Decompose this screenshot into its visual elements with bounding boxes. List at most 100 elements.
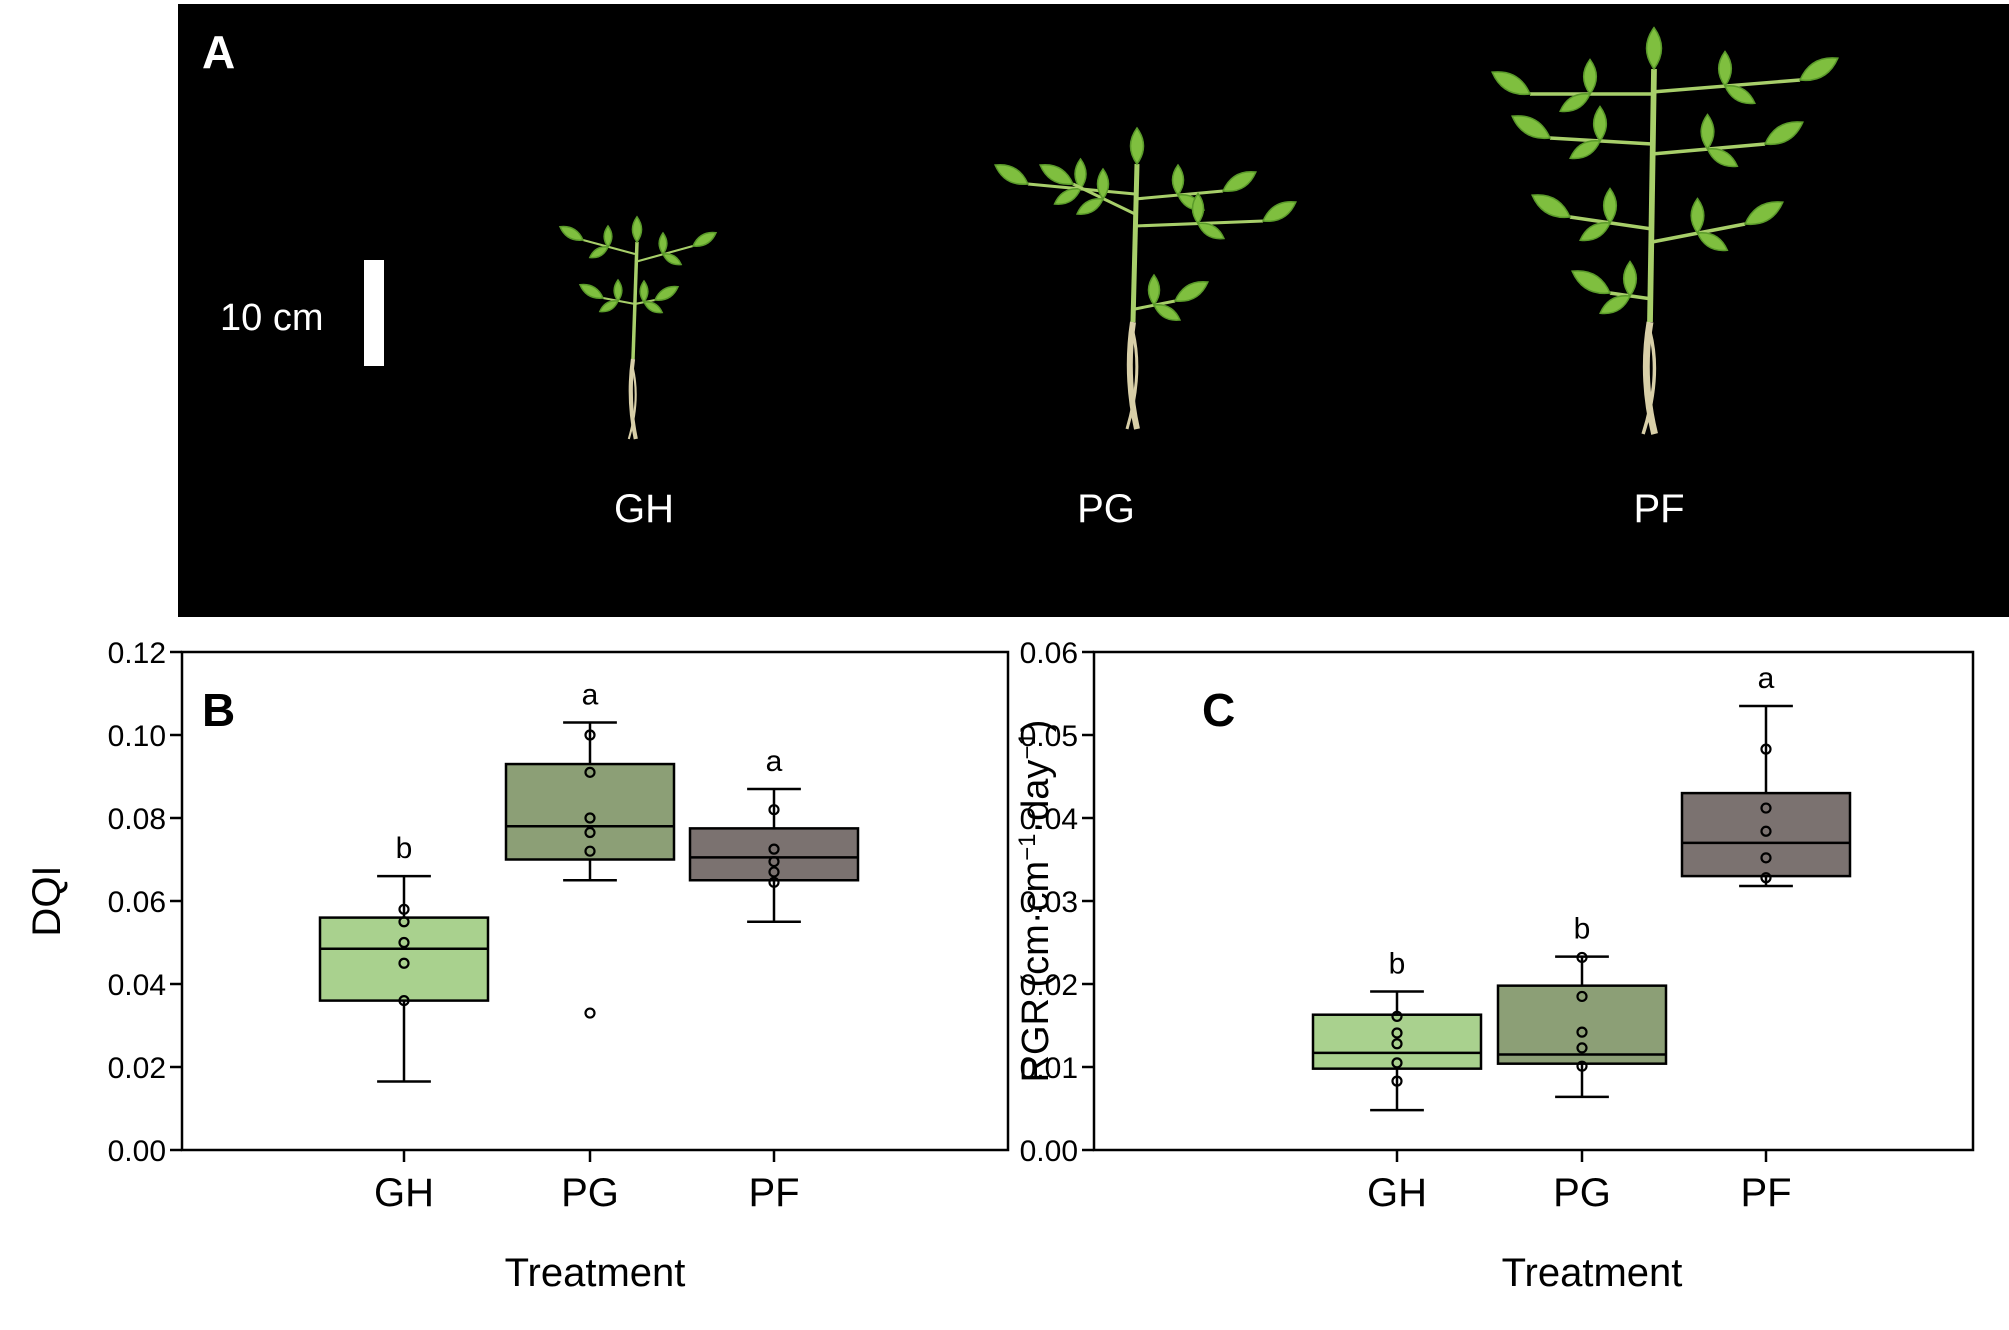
rgr-boxplot-svg: 0.00 0.01 0.02 0.03 0.04 0.05 0.06 GH PG PF b b a C…	[1014, 640, 1975, 1295]
root-shape	[1125, 331, 1139, 430]
rgr-boxplot: 0.00 0.01 0.02 0.03 0.04 0.05 0.06 GH PG PF b b a C…	[1000, 640, 2009, 1330]
box-iqr	[504, 762, 676, 861]
data-point	[1760, 743, 1772, 755]
scale-bar-label: 10 cm	[220, 297, 323, 339]
branch-shape	[1549, 136, 1653, 146]
y-tick-label: 0.06	[108, 886, 166, 919]
root-shape	[628, 358, 638, 440]
root-shape	[1642, 321, 1658, 435]
y-tick-label: 0.06	[1020, 640, 1078, 670]
y-tick-label: 0.05	[1020, 720, 1078, 753]
stem-shape	[1130, 163, 1140, 323]
y-axis-label: DQI	[25, 865, 69, 936]
leaf-shape	[1173, 280, 1210, 303]
leaf-shape	[1700, 113, 1715, 151]
leaf-shape	[1763, 121, 1804, 146]
x-axis-label: Treatment	[1502, 1251, 1683, 1295]
box-pf: a	[1680, 662, 1852, 888]
leaf-shape	[1096, 167, 1110, 201]
data-point	[398, 957, 410, 969]
box-gh: b	[318, 832, 490, 1083]
data-point	[768, 876, 780, 888]
panel-label-c: C	[1202, 684, 1235, 736]
significance-letter: a	[766, 745, 783, 778]
data-point	[768, 804, 780, 816]
leaf-shape	[1622, 260, 1638, 298]
data-point	[1760, 872, 1772, 884]
data-point	[1576, 951, 1588, 964]
data-point	[1760, 825, 1772, 837]
plant-label-gh: GH	[614, 487, 674, 531]
plant-pf	[1491, 26, 1839, 435]
leaf-shape	[653, 285, 680, 301]
leaf-shape	[1171, 163, 1185, 197]
box-iqr	[1311, 1013, 1483, 1070]
data-point	[1391, 1038, 1403, 1050]
leaf-shape	[1569, 140, 1602, 160]
significance-letter: a	[1758, 662, 1775, 695]
data-point	[768, 843, 780, 855]
plant-label-pf: PF	[1633, 487, 1684, 531]
branch-shape	[582, 238, 636, 256]
data-point	[584, 826, 596, 839]
leaf-shape	[691, 231, 718, 247]
leaf-shape	[661, 253, 683, 266]
y-tick-label: 0.08	[108, 803, 166, 836]
outlier-point	[584, 1007, 596, 1019]
leaf-shape	[1602, 187, 1618, 225]
leaf-shape	[1261, 200, 1298, 223]
leaf-shape	[1592, 105, 1608, 143]
box-pg: a	[504, 679, 676, 1019]
leaf-shape	[658, 231, 668, 256]
leaf-shape	[1706, 148, 1739, 168]
plant-photo: A 10 cm GH PG PF	[202, 26, 1839, 531]
box-pf: a	[688, 745, 860, 923]
leaf-shape	[558, 225, 585, 241]
data-point	[768, 866, 780, 878]
data-point	[1576, 1042, 1588, 1054]
leaf-shape	[1696, 232, 1729, 252]
y-tick-label: 0.02	[1020, 969, 1078, 1002]
data-point	[398, 936, 410, 949]
leaf-shape	[1599, 295, 1632, 315]
leaf-shape	[1191, 192, 1205, 225]
leaf-shape	[1129, 126, 1145, 166]
leaf-shape	[1074, 157, 1087, 191]
leaf-shape	[1582, 58, 1598, 96]
y-tick-label: 0.04	[108, 969, 166, 1002]
leaf-shape	[642, 301, 664, 314]
leaf-shape	[1511, 115, 1552, 140]
branch-shape	[1072, 182, 1136, 216]
x-axis-label: Treatment	[505, 1251, 686, 1295]
data-point	[398, 916, 410, 928]
plant-label-pg: PG	[1077, 487, 1135, 531]
significance-letter: a	[582, 679, 599, 712]
data-point	[398, 903, 410, 915]
data-point	[398, 995, 410, 1007]
data-point	[584, 729, 596, 741]
leaf-shape	[1147, 273, 1161, 307]
data-point	[1760, 852, 1772, 864]
box-iqr	[1496, 984, 1668, 1065]
leaf-shape	[1571, 270, 1612, 295]
leaf-shape	[613, 278, 623, 303]
scale-bar	[364, 260, 384, 366]
data-point	[584, 812, 596, 824]
box-gh: b	[1311, 947, 1483, 1112]
leaf-shape	[1531, 194, 1572, 219]
x-tick-label: PF	[1740, 1171, 1791, 1215]
leaf-shape	[1038, 163, 1075, 186]
plants-layer	[558, 26, 1839, 440]
leaf-shape	[993, 163, 1030, 186]
y-tick-label: 0.10	[108, 720, 166, 753]
leaf-shape	[1743, 201, 1784, 226]
data-point	[1391, 1010, 1403, 1022]
data-point	[1760, 802, 1772, 814]
leaf-shape	[1723, 85, 1756, 105]
dqi-boxplot: 0.00 0.02 0.04 0.06 0.08 0.10 0.12 GH PG PF b a a B…	[0, 640, 1040, 1330]
data-point	[1576, 1060, 1588, 1072]
x-tick-label: PG	[1553, 1171, 1611, 1215]
data-point	[1576, 990, 1588, 1003]
leaf-shape	[1152, 304, 1182, 321]
photo-panel: A 10 cm GH PG PF	[178, 4, 2009, 617]
